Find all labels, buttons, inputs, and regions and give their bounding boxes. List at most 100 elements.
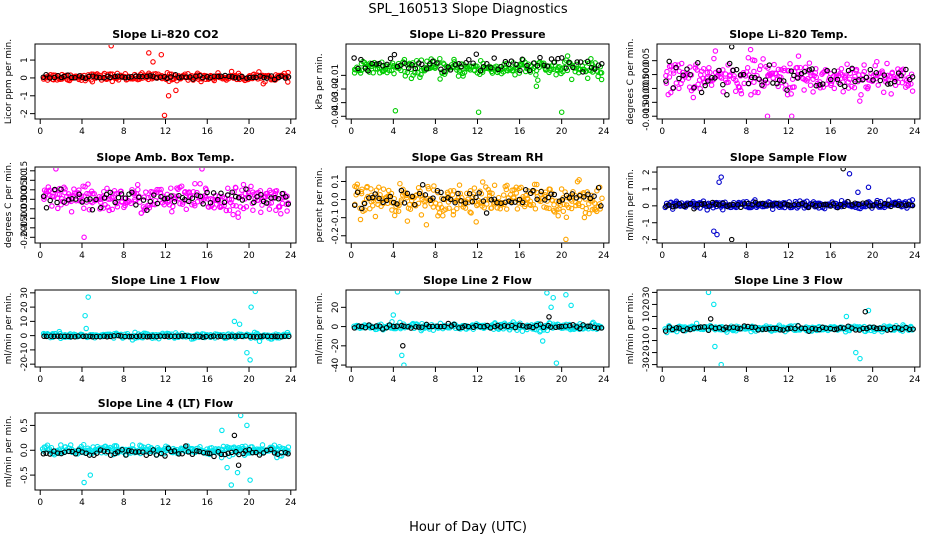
panel-slope-gas-stream-rh-point bbox=[586, 210, 592, 217]
panel-slope-amb-box-temp-point bbox=[279, 190, 286, 197]
panel-slope-amb-box-temp-point bbox=[192, 202, 198, 209]
panel-slope-li-820-pressure-x-tick-label: 0 bbox=[348, 127, 354, 137]
panel-slope-li-820-temp-point bbox=[676, 85, 682, 92]
panel-slope-line-1-flow-y-tick-label: -20 bbox=[20, 357, 30, 372]
panel-slope-li-820-pressure-point bbox=[573, 61, 580, 68]
panel-slope-li-820-pressure-point bbox=[458, 64, 464, 70]
panel-slope-line-3-flow-point bbox=[877, 325, 883, 332]
panel-slope-li-820-co2-point bbox=[190, 76, 196, 82]
panel-slope-line-4-lt-flow-point bbox=[101, 448, 107, 454]
panel-slope-li-820-pressure-point bbox=[588, 64, 595, 71]
panel-slope-gas-stream-rh-point bbox=[419, 182, 426, 188]
panel-slope-li-820-temp-point bbox=[668, 89, 674, 96]
panel-slope-amb-box-temp-point bbox=[49, 203, 55, 209]
panel-slope-line-4-lt-flow-point bbox=[179, 450, 185, 457]
panel-slope-line-4-lt-flow-x-tick-label: 24 bbox=[285, 498, 297, 508]
panel-slope-li-820-temp-point bbox=[834, 76, 841, 83]
panel-slope-li-820-co2-point bbox=[232, 74, 239, 81]
panel-slope-line-4-lt-flow-point bbox=[54, 450, 61, 456]
panel-slope-line-1-flow-x-tick-label: 0 bbox=[37, 375, 43, 385]
panel-slope-li-820-temp-point bbox=[778, 66, 785, 73]
panel-slope-gas-stream-rh-point bbox=[409, 193, 416, 200]
panel-slope-sample-flow-x-tick-label: 0 bbox=[659, 251, 665, 261]
panel-slope-amb-box-temp-point bbox=[183, 206, 190, 213]
panel-slope-li-820-pressure-point bbox=[434, 60, 440, 66]
panel-slope-li-820-temp-x-tick-label: 20 bbox=[867, 127, 879, 137]
panel-slope-li-820-temp-point bbox=[712, 48, 719, 54]
panel-slope-amb-box-temp-point bbox=[61, 199, 67, 205]
panel-slope-li-820-temp-point bbox=[745, 55, 752, 61]
panel-slope-line-2-flow-point bbox=[591, 324, 598, 331]
panel-slope-li-820-pressure-point bbox=[477, 57, 484, 64]
panel-slope-li-820-temp-point bbox=[788, 91, 794, 97]
panel-slope-li-820-temp-point bbox=[698, 89, 705, 96]
panel-slope-line-1-flow-point bbox=[85, 294, 91, 300]
panel-slope-sample-flow-x-tick-label: 20 bbox=[867, 251, 879, 261]
panel-slope-line-2-flow-point bbox=[383, 324, 390, 331]
panel-slope-gas-stream-rh-point bbox=[454, 205, 460, 212]
panel-slope-gas-stream-rh-x-tick-label: 0 bbox=[348, 251, 354, 261]
panel-slope-gas-stream-rh-point bbox=[597, 206, 603, 212]
panel-slope-gas-stream-rh-point bbox=[491, 182, 498, 189]
panel-slope-li-820-temp-point bbox=[725, 79, 731, 86]
panel-slope-li-820-temp-point bbox=[873, 75, 879, 82]
panel-slope-li-820-temp-point bbox=[738, 87, 744, 94]
panel-slope-gas-stream-rh-point bbox=[495, 194, 502, 201]
panel-slope-amb-box-temp-point bbox=[115, 194, 122, 201]
panel-slope-line-1-flow-y-axis-label: ml/min per min. bbox=[4, 293, 14, 365]
panel-slope-line-3-flow-y-tick-label: 30 bbox=[642, 286, 652, 298]
panel-slope-li-820-co2-point bbox=[161, 112, 168, 118]
panel-slope-amb-box-temp-point bbox=[284, 208, 290, 214]
panel-slope-gas-stream-rh-point bbox=[398, 197, 405, 203]
panel-slope-li-820-temp-x-tick-label: 0 bbox=[659, 127, 665, 137]
panel-slope-line-3-flow-point bbox=[906, 326, 913, 333]
panel-slope-li-820-temp-point bbox=[751, 79, 757, 85]
panel-slope-li-820-temp-point bbox=[863, 74, 870, 81]
panel-slope-gas-stream-rh-point bbox=[488, 205, 494, 211]
panel-slope-amb-box-temp-point bbox=[145, 194, 151, 201]
panel-slope-gas-stream-rh-point bbox=[584, 189, 590, 195]
panel-slope-li-820-pressure-point bbox=[414, 65, 421, 71]
panel-slope-line-3-flow-x-tick-label: 0 bbox=[659, 375, 665, 385]
panel-slope-amb-box-temp-y-tick-label: 0.05 bbox=[20, 180, 30, 200]
panel-slope-li-820-temp-point bbox=[881, 72, 888, 78]
panel-slope-li-820-temp-point bbox=[817, 85, 824, 91]
panel-slope-li-820-co2-point bbox=[250, 74, 256, 81]
panel-slope-li-820-pressure-point bbox=[441, 68, 447, 75]
panel-slope-line-1-flow-point bbox=[87, 333, 93, 340]
panel-slope-gas-stream-rh-point bbox=[367, 205, 373, 212]
panel-slope-line-2-flow-point bbox=[595, 325, 601, 331]
panel-slope-line-2-flow-x-tick-label: 0 bbox=[348, 375, 354, 385]
panel-slope-line-2-flow-point bbox=[570, 322, 576, 328]
panel-slope-line-2-flow-point bbox=[426, 323, 432, 330]
panel-slope-sample-flow-point bbox=[870, 202, 876, 209]
panel-slope-li-820-co2-point bbox=[119, 74, 125, 80]
panel-slope-gas-stream-rh-point bbox=[471, 185, 478, 191]
panel-slope-li-820-temp-point bbox=[770, 75, 776, 81]
panel-slope-li-820-temp-y-tick-label: -0.005 bbox=[642, 74, 652, 103]
panel-slope-li-820-temp-series-1 bbox=[663, 45, 916, 98]
panel-slope-line-4-lt-flow-point bbox=[119, 447, 125, 453]
panel-slope-line-1-flow-point bbox=[83, 325, 89, 332]
panel-slope-amb-box-temp-point bbox=[76, 191, 82, 198]
panel-slope-li-820-temp-point bbox=[867, 66, 874, 73]
panel-slope-li-820-temp-point bbox=[895, 79, 902, 86]
panel-slope-amb-box-temp-point bbox=[283, 194, 289, 200]
panel-slope-li-820-pressure-point bbox=[534, 62, 541, 69]
panel-slope-amb-box-temp-point bbox=[128, 200, 134, 207]
panel-slope-gas-stream-rh-point bbox=[380, 186, 387, 192]
panel-slope-amb-box-temp-point bbox=[68, 209, 75, 215]
panel-slope-gas-stream-rh-point bbox=[512, 199, 518, 205]
panel-slope-amb-box-temp-point bbox=[229, 189, 235, 195]
panel-slope-line-3-flow-x-tick-label: 12 bbox=[783, 375, 794, 385]
panel-slope-sample-flow-point bbox=[840, 168, 846, 172]
panel-slope-sample-flow-point bbox=[881, 200, 888, 207]
panel-slope-li-820-temp-point bbox=[877, 77, 884, 84]
panel-slope-li-820-pressure-point bbox=[574, 59, 580, 65]
panel-slope-line-4-lt-flow-point bbox=[246, 446, 253, 453]
panel-slope-line-1-flow-point bbox=[93, 333, 100, 340]
panel-slope-line-2-flow-point bbox=[585, 323, 591, 330]
panel-slope-line-2-flow-point bbox=[548, 304, 554, 311]
panel-slope-li-820-temp-point bbox=[720, 89, 726, 95]
panel-slope-amb-box-temp-point bbox=[56, 191, 63, 198]
